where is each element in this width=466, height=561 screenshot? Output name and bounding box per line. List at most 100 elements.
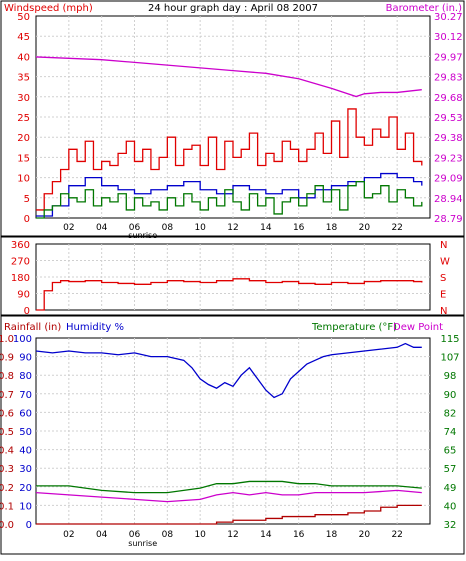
temperature-axis-label: Temperature (°F)	[311, 322, 397, 333]
hour-tick-label: 20	[359, 223, 371, 233]
direction-tick-label: 90	[17, 290, 30, 301]
windspeed-tick-label: 25	[17, 113, 30, 124]
rainfall-axis-label: Rainfall (in)	[4, 322, 61, 333]
direction-tick-label: 360	[11, 240, 30, 251]
rainfall-tick-label: 1.0	[0, 334, 14, 345]
rainfall-tick-label: 0.3	[0, 464, 14, 475]
hour-tick-label: 08	[162, 530, 174, 540]
rainfall-tick-label: 0.0	[0, 520, 14, 531]
sunrise-marker-label: sunrise	[128, 231, 157, 240]
hour-tick-label: 04	[96, 223, 108, 233]
windspeed-tick-label: 40	[17, 52, 30, 63]
barometer-tick-label: 29.23	[434, 153, 463, 164]
series-temperature-f	[36, 480, 422, 494]
windspeed-tick-label: 0	[24, 214, 30, 225]
barometer-tick-label: 29.38	[434, 133, 463, 144]
series-humidity	[35, 342, 422, 399]
compass-tick-label: W	[440, 257, 450, 268]
barometer-tick-label: 29.53	[434, 113, 463, 124]
hour-tick-label: 14	[260, 223, 272, 233]
barometer-tick-label: 29.97	[434, 52, 463, 63]
temperature-tick-label: 82	[444, 408, 457, 419]
hour-tick-label: 20	[359, 530, 371, 540]
humidity-tick-label: 90	[19, 353, 32, 364]
barometer-tick-label: 29.68	[434, 93, 463, 104]
compass-tick-label: N	[440, 240, 447, 251]
hour-tick-label: 06	[129, 223, 141, 233]
windspeed-tick-label: 45	[17, 32, 30, 43]
temperature-tick-label: 32	[444, 520, 457, 531]
series-dew-point	[35, 489, 422, 503]
temperature-tick-label: 90	[444, 390, 457, 401]
series-average-mph	[36, 180, 423, 219]
temperature-tick-label: 40	[444, 501, 457, 512]
rainfall-tick-label: 0.6	[0, 408, 14, 419]
hour-tick-label: 14	[260, 530, 272, 540]
direction-tick-label: 180	[11, 273, 30, 284]
humidity-tick-label: 20	[19, 483, 32, 494]
hour-tick-label: 10	[194, 530, 206, 540]
hour-tick-label: 16	[293, 223, 305, 233]
direction-tick-label: 0	[24, 306, 30, 317]
compass-tick-label: E	[440, 290, 446, 301]
humidity-tick-label: 50	[19, 427, 32, 438]
barometer-tick-label: 29.09	[434, 174, 463, 185]
humidity-tick-label: 10	[19, 501, 32, 512]
temperature-tick-label: 98	[444, 371, 457, 382]
rainfall-tick-label: 0.8	[0, 371, 14, 382]
humidity-tick-label: 40	[19, 446, 32, 457]
barometer-tick-label: 28.94	[434, 194, 463, 205]
temperature-tick-label: 115	[440, 334, 459, 345]
windspeed-tick-label: 35	[17, 73, 30, 84]
windspeed-tick-label: 10	[17, 174, 30, 185]
windspeed-axis-label: Windspeed (mph)	[4, 3, 93, 14]
direction-tick-label: 270	[11, 257, 30, 268]
rainfall-tick-label: 0.2	[0, 483, 14, 494]
windspeed-tick-label: 50	[17, 12, 30, 23]
series-rainfall-in	[36, 504, 422, 525]
hour-tick-label: 22	[391, 530, 402, 540]
hour-tick-label: 12	[227, 530, 238, 540]
hour-tick-label: 18	[326, 223, 338, 233]
humidity-tick-label: 30	[19, 464, 32, 475]
temperature-tick-label: 107	[440, 353, 459, 364]
hour-tick-label: 04	[96, 530, 108, 540]
hour-tick-label: 06	[129, 530, 141, 540]
temperature-tick-label: 74	[444, 427, 457, 438]
temperature-tick-label: 49	[444, 483, 457, 494]
temperature-tick-label: 65	[444, 446, 457, 457]
dewpoint-axis-label: Dew Point	[393, 322, 443, 333]
hour-tick-label: 02	[63, 223, 74, 233]
wind-panel-frame	[0, 0, 465, 237]
humidity-tick-label: 100	[13, 334, 32, 345]
humidity-axis-label: Humidity %	[66, 322, 124, 333]
series-barometer-in	[35, 56, 422, 98]
humidity-tick-label: 0	[26, 520, 32, 531]
hour-tick-label: 10	[194, 223, 206, 233]
series-gust-mph	[36, 172, 423, 217]
sunrise-marker-label: sunrise	[128, 539, 157, 548]
hour-tick-label: 16	[293, 530, 305, 540]
temperature-tick-label: 57	[444, 464, 457, 475]
hour-tick-label: 18	[326, 530, 338, 540]
humidity-tick-label: 70	[19, 390, 32, 401]
rainfall-tick-label: 0.4	[0, 446, 14, 457]
barometer-tick-label: 29.83	[434, 73, 463, 84]
lower-panel-frame	[0, 315, 465, 555]
barometer-axis-label: Barometer (in.)	[386, 3, 462, 14]
windspeed-tick-label: 5	[24, 194, 30, 205]
hour-tick-label: 02	[63, 530, 74, 540]
windspeed-tick-label: 15	[17, 153, 30, 164]
barometer-tick-label: 30.12	[434, 32, 463, 43]
rainfall-tick-label: 0.1	[0, 501, 14, 512]
rainfall-tick-label: 0.5	[0, 427, 14, 438]
barometer-tick-label: 28.79	[434, 214, 463, 225]
direction-panel-frame	[0, 236, 465, 316]
rainfall-tick-label: 0.7	[0, 390, 14, 401]
series-wind-direction	[36, 278, 423, 311]
hour-tick-label: 22	[391, 223, 402, 233]
series-layer	[35, 56, 423, 525]
humidity-tick-label: 60	[19, 408, 32, 419]
